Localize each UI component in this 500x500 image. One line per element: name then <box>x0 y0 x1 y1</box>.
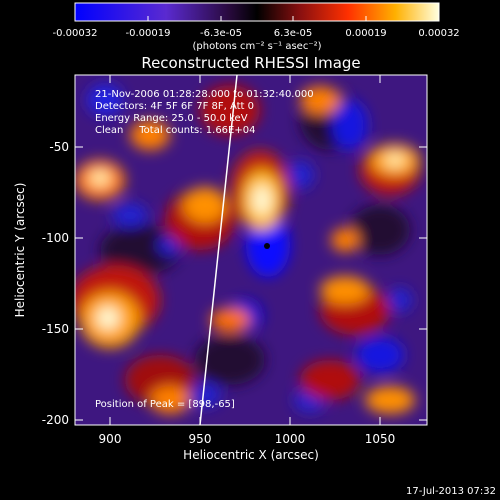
colorbar-unit-label: (photons cm⁻² s⁻¹ asec⁻²) <box>192 41 321 52</box>
x-tick-label: 900 <box>99 432 122 446</box>
y-tick-label: -100 <box>42 231 69 245</box>
y-tick-label: -200 <box>42 413 69 427</box>
colorbar-tick-label: 0.00032 <box>418 28 459 39</box>
y-tick-label: -150 <box>42 322 69 336</box>
y-axis-label: Heliocentric Y (arcsec) <box>13 183 27 318</box>
colorbar-tick-label: -0.00032 <box>53 28 98 39</box>
info-detectors: Detectors: 4F 5F 6F 7F 8F, Att 0 <box>95 101 254 112</box>
colorbar-ticks <box>74 16 440 21</box>
x-tick-label: 1050 <box>365 432 396 446</box>
peak-position: Position of Peak = [898,-65] <box>95 399 235 410</box>
y-tick-label: -50 <box>49 140 69 154</box>
x-axis-ticks <box>109 75 381 425</box>
colorbar-tick-label: -6.3e-05 <box>200 28 242 39</box>
x-axis-label: Heliocentric X (arcsec) <box>183 448 319 462</box>
colorbar: -0.00032 -0.00019 -6.3e-05 6.3e-05 0.000… <box>53 2 460 52</box>
info-time-range: 21-Nov-2006 01:28:28.000 to 01:32:40.000 <box>95 89 314 100</box>
info-clean-counts: Clean Total counts: 1.66E+04 <box>95 125 255 136</box>
image-title: Reconstructed RHESSI Image <box>141 54 360 72</box>
colorbar-tick-label: 0.00019 <box>345 28 386 39</box>
timestamp: 17-Jul-2013 07:32 <box>406 486 496 497</box>
y-axis-ticks <box>75 146 427 421</box>
plot-frame <box>74 74 428 426</box>
colorbar-gradient <box>74 2 440 22</box>
colorbar-tick-label: -0.00019 <box>126 28 171 39</box>
info-block: 21-Nov-2006 01:28:28.000 to 01:32:40.000… <box>95 89 314 136</box>
info-energy-range: Energy Range: 25.0 - 50.0 keV <box>95 113 248 124</box>
x-tick-label: 950 <box>189 432 212 446</box>
solar-limb-line <box>199 75 238 425</box>
colorbar-tick-label: 6.3e-05 <box>274 28 312 39</box>
x-tick-label: 1000 <box>275 432 306 446</box>
rhessi-image <box>75 75 427 425</box>
